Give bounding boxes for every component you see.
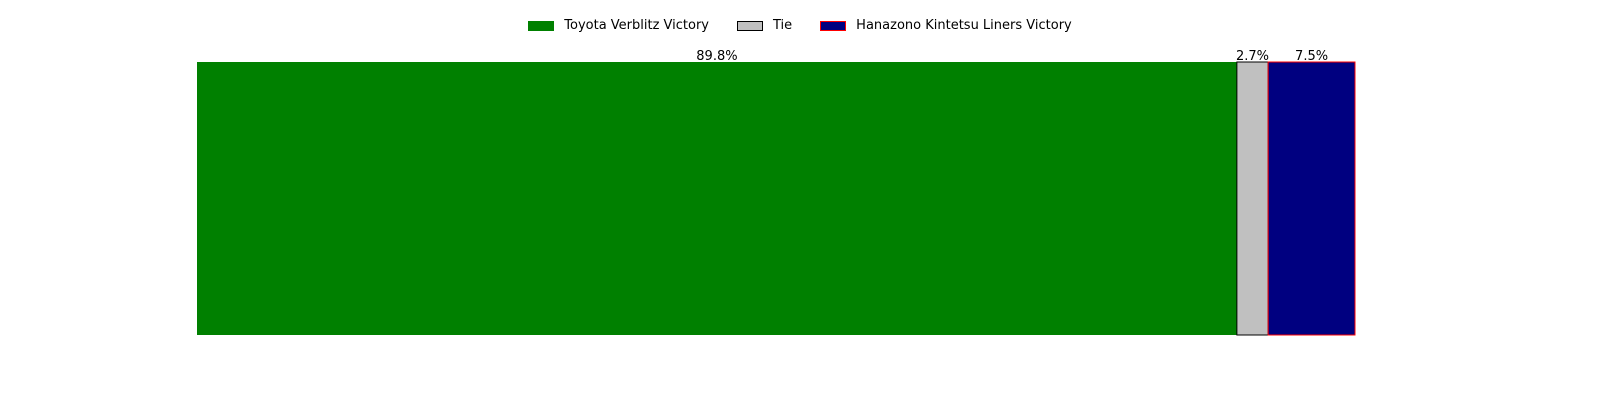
bar-segment-toyota [197,62,1237,335]
legend: Toyota Verblitz Victory Tie Hanazono Kin… [0,18,1600,33]
bar-segment-hanazono [1267,61,1356,336]
legend-swatch-tie [737,20,764,31]
legend-item-hanazono: Hanazono Kintetsu Liners Victory [820,18,1072,33]
data-label-hanazono: 7.5% [1295,49,1328,64]
bar-segment-tie [1236,61,1269,336]
data-label-toyota: 89.8% [696,49,737,64]
legend-item-toyota: Toyota Verblitz Victory [528,18,709,33]
legend-label-tie: Tie [773,18,793,33]
legend-label-toyota: Toyota Verblitz Victory [564,18,710,33]
data-label-tie: 2.7% [1236,49,1269,64]
legend-swatch-toyota [528,20,555,31]
legend-label-hanazono: Hanazono Kintetsu Liners Victory [856,18,1072,33]
legend-swatch-hanazono [820,20,847,31]
legend-item-tie: Tie [737,18,792,33]
